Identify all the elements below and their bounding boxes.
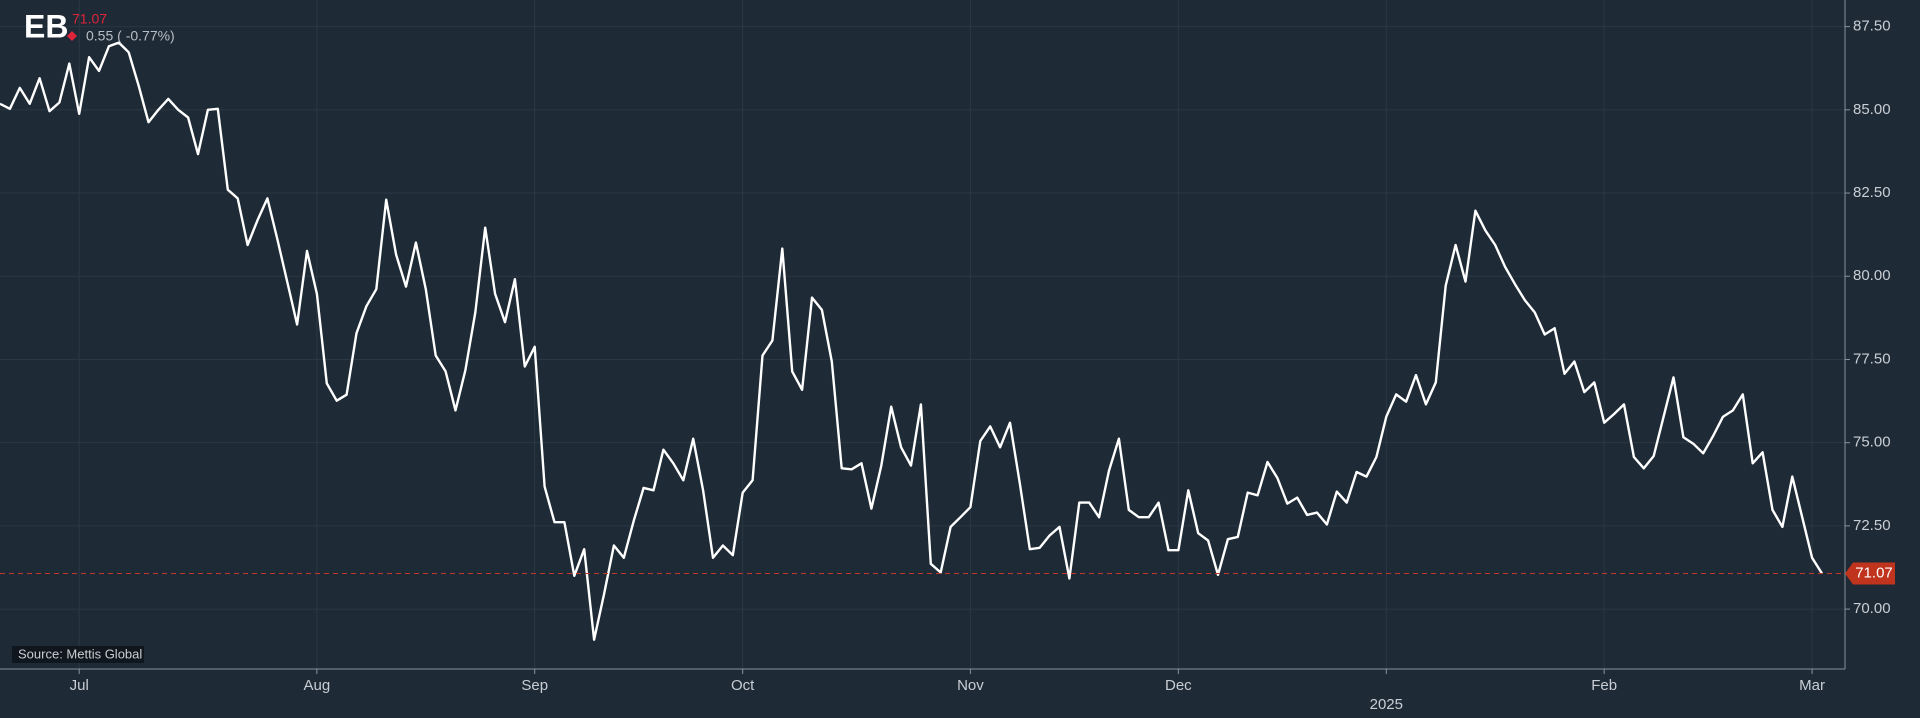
- source: Source: Mettis Global: [18, 646, 142, 661]
- price: 71.07: [72, 11, 107, 27]
- source-bg: [12, 646, 144, 663]
- logo: EB: [24, 8, 68, 44]
- x-tick-label: Dec: [1165, 677, 1192, 694]
- y-tick-label: 87.50: [1853, 18, 1891, 35]
- y-tick-label: 70.00: [1853, 600, 1891, 617]
- last-price-badge: [1845, 562, 1895, 585]
- y-tick-label: 85.00: [1853, 101, 1891, 118]
- x-tick-label: Sep: [521, 677, 548, 694]
- price-change: 0.55 ( -0.77%): [86, 28, 175, 44]
- y-tick-label: 75.00: [1853, 434, 1891, 451]
- price-line: [0, 41, 1824, 641]
- y-tick-label: 80.00: [1853, 267, 1891, 284]
- down-icon: [67, 31, 77, 41]
- x-tick-label: Mar: [1799, 677, 1825, 694]
- x-tick-label: Aug: [304, 677, 331, 694]
- plot: [0, 41, 1845, 641]
- y-tick-label: 72.50: [1853, 517, 1891, 534]
- x-tick-label: Oct: [731, 677, 755, 694]
- x-tick-label: Nov: [957, 677, 984, 694]
- x-tick-label: 2025: [1370, 696, 1403, 713]
- x-tick-label: Feb: [1591, 677, 1617, 694]
- y-tick-label: 82.50: [1853, 184, 1891, 201]
- x-tick-label: Jul: [70, 677, 89, 694]
- last-price-label: 71.07: [1855, 564, 1893, 581]
- y-tick-label: 77.50: [1853, 350, 1891, 367]
